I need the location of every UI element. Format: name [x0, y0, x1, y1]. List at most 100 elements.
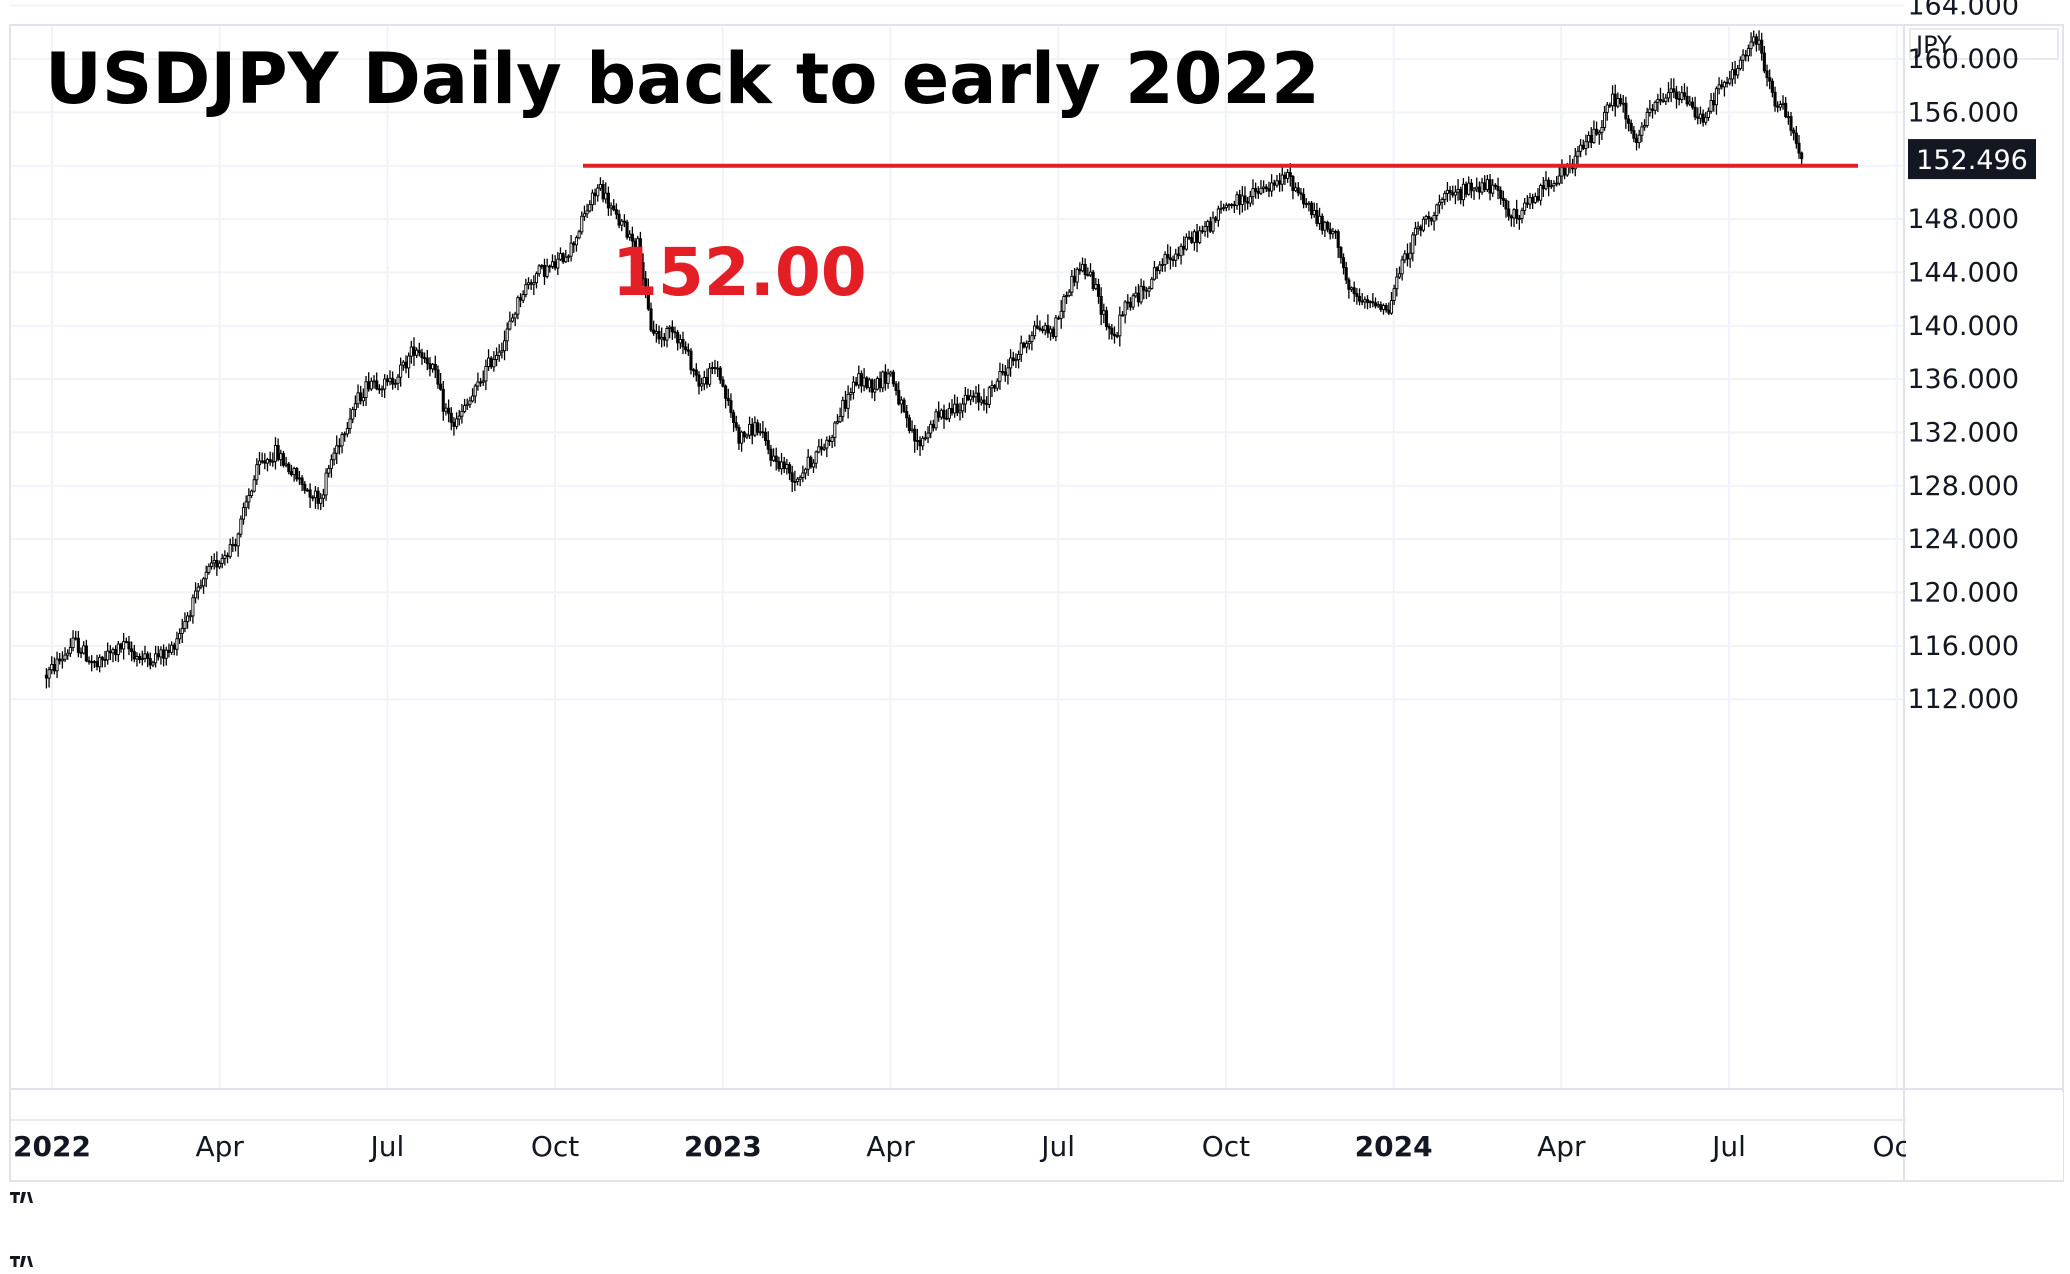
- candle-body: [1283, 174, 1287, 179]
- candle-body: [513, 313, 517, 319]
- candle-body: [660, 336, 664, 340]
- candle-body: [375, 380, 379, 390]
- candle-body: [713, 366, 717, 369]
- candle-body: [1435, 204, 1439, 216]
- candle-body: [415, 349, 419, 356]
- candle-body: [263, 460, 267, 464]
- candle-body: [1320, 215, 1324, 231]
- candle-body: [1195, 231, 1199, 243]
- candle-body: [1299, 192, 1303, 195]
- candle-body: [1493, 184, 1497, 187]
- candle-body: [654, 330, 658, 334]
- candle-body: [982, 399, 986, 405]
- candle-body: [1725, 81, 1729, 84]
- candle-body: [1658, 99, 1663, 102]
- candle-body: [1642, 125, 1647, 128]
- candle-body: [1328, 228, 1332, 235]
- candle-body: [702, 376, 706, 385]
- candle-body: [1712, 100, 1716, 106]
- candle-body: [1650, 108, 1655, 111]
- candle-body: [1456, 189, 1460, 193]
- candle-body: [247, 495, 251, 503]
- candle-body: [327, 467, 331, 474]
- candle-body: [1139, 285, 1143, 303]
- candle-body: [1648, 108, 1652, 113]
- candle-body: [1512, 209, 1516, 219]
- candlestick-series: [44, 30, 1804, 689]
- candle-body: [833, 422, 837, 438]
- candle-body: [1102, 310, 1106, 315]
- candle-body: [148, 658, 152, 666]
- candle-body: [809, 456, 813, 468]
- candle-body: [955, 403, 959, 414]
- candle-body: [489, 357, 493, 368]
- time-tick-label: Oct: [531, 1130, 579, 1163]
- candle-body: [1331, 230, 1335, 235]
- candle-body: [740, 431, 744, 444]
- candle-body: [841, 399, 845, 417]
- candle-body: [1326, 221, 1330, 230]
- candle-body: [542, 264, 547, 277]
- candle-body: [303, 483, 307, 491]
- candle-body: [662, 336, 666, 341]
- candle-body: [103, 659, 107, 661]
- candle-body: [1597, 131, 1601, 135]
- candle-body: [1640, 126, 1644, 136]
- candle-body: [510, 317, 515, 322]
- candle-body: [106, 650, 110, 661]
- candle-body: [1206, 221, 1210, 227]
- price-tick-label: 120.000: [1907, 578, 2019, 609]
- candle-body: [1467, 182, 1471, 195]
- candle-body: [1240, 195, 1244, 205]
- candle-body: [1128, 301, 1133, 308]
- candle-body: [1624, 102, 1628, 120]
- candle-body: [745, 434, 749, 438]
- candle-body: [439, 383, 443, 390]
- candle-body: [1762, 52, 1766, 72]
- candle-body: [937, 411, 941, 418]
- candle-body: [913, 428, 917, 442]
- candle-body: [862, 377, 866, 387]
- candle-body: [321, 494, 325, 499]
- candle-body: [433, 363, 437, 371]
- candle-body: [255, 464, 259, 481]
- candle-body: [1464, 183, 1468, 195]
- candle-body: [950, 408, 954, 414]
- candle-body: [915, 439, 919, 442]
- candle-body: [1760, 39, 1764, 54]
- candle-body: [364, 381, 368, 398]
- candle-body: [82, 645, 86, 654]
- price-tick-label: 148.000: [1907, 204, 2019, 235]
- candle-body: [1664, 97, 1668, 102]
- candle-body: [518, 297, 523, 301]
- candle-body: [154, 653, 158, 664]
- candle-body: [1507, 208, 1511, 217]
- candle-body: [1062, 296, 1066, 312]
- time-tick-label: Apr: [195, 1130, 244, 1163]
- candle-body: [1720, 84, 1724, 88]
- candle-body: [721, 379, 725, 387]
- candle-body: [471, 395, 475, 402]
- candle-body: [620, 220, 624, 226]
- candle-body: [785, 464, 789, 470]
- candle-body: [209, 562, 214, 567]
- candle-body: [1054, 317, 1058, 337]
- candle-body: [308, 489, 312, 498]
- time-tick-label: Apr: [866, 1130, 915, 1163]
- last-price-badge: [1908, 139, 2036, 180]
- candle-body: [534, 273, 539, 284]
- candle-body: [1067, 291, 1071, 296]
- candle-body: [1200, 230, 1204, 233]
- time-tick-label: Apr: [1537, 1130, 1586, 1163]
- candle-body: [705, 376, 709, 385]
- candle-body: [1112, 333, 1117, 337]
- candle-body: [500, 350, 504, 353]
- candle-body: [1275, 180, 1279, 186]
- candle-body: [98, 656, 102, 668]
- candle-body: [468, 400, 472, 405]
- candle-body: [404, 361, 408, 369]
- candle-body: [122, 641, 126, 650]
- candle-body: [1709, 100, 1713, 112]
- candle-body: [1144, 289, 1148, 292]
